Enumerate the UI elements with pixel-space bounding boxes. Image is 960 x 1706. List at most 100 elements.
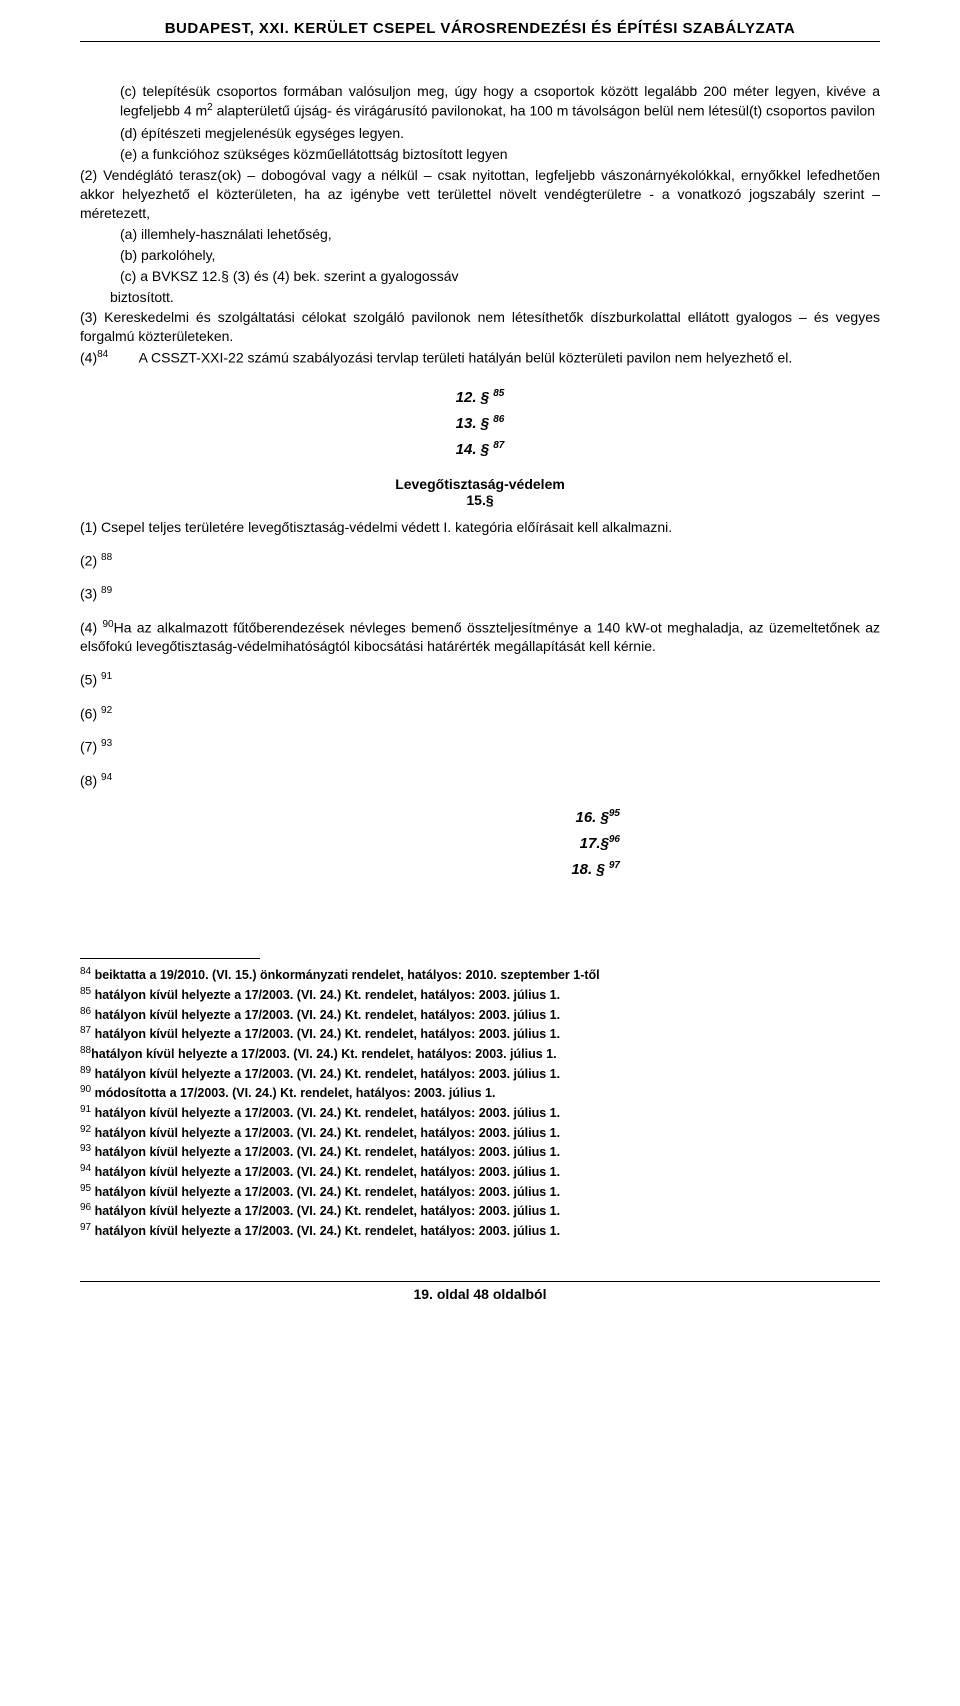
para-c-tail: alapterületű újság- és virágárusító pavi… xyxy=(213,103,875,119)
footnote-92: 92 hatályon kívül helyezte a 17/2003. (V… xyxy=(80,1123,880,1143)
para-4-tail: A CSSZT-XXI-22 számú szabályozási tervla… xyxy=(108,350,792,366)
section-13-label: 13. § xyxy=(456,415,489,432)
p15-7-sup: 93 xyxy=(101,738,112,749)
section-18-sup: 97 xyxy=(609,860,620,871)
section-15-num: 15.§ xyxy=(80,492,880,508)
page-header: BUDAPEST, XXI. KERÜLET CSEPEL VÁROSRENDE… xyxy=(80,20,880,42)
footnote-94: 94 hatályon kívül helyezte a 17/2003. (V… xyxy=(80,1162,880,1182)
paragraph-d: (d) építészeti megjelenésük egységes leg… xyxy=(80,124,880,143)
footnote-text: módosította a 17/2003. (VI. 24.) Kt. ren… xyxy=(91,1086,495,1100)
section-16-label: 16. § xyxy=(576,809,609,826)
footnote-num: 88 xyxy=(80,1045,91,1056)
footnote-89: 89 hatályon kívül helyezte a 17/2003. (V… xyxy=(80,1064,880,1084)
footnote-num: 91 xyxy=(80,1104,91,1115)
p15-8-sup: 94 xyxy=(101,772,112,783)
footnote-84: 84 beiktatta a 19/2010. (VI. 15.) önkorm… xyxy=(80,965,880,985)
footnote-text: hatályon kívül helyezte a 17/2003. (VI. … xyxy=(91,1106,560,1120)
section-12: 12. § 85 xyxy=(80,388,880,406)
footnote-87: 87 hatályon kívül helyezte a 17/2003. (V… xyxy=(80,1024,880,1044)
p15-8-label: (8) xyxy=(80,773,97,789)
section-16-sup: 95 xyxy=(609,808,620,819)
paragraph-2b: (b) parkolóhely, xyxy=(80,246,880,265)
footnotes: 84 beiktatta a 19/2010. (VI. 15.) önkorm… xyxy=(80,965,880,1240)
paragraph-c: (c) telepítésük csoportos formában valós… xyxy=(80,82,880,120)
paragraph-2-tail: biztosított. xyxy=(80,288,880,307)
section-14: 14. § 87 xyxy=(80,440,880,458)
para-4-lead: (4) xyxy=(80,350,97,366)
page-footer: 19. oldal 48 oldalból xyxy=(80,1281,880,1302)
footnote-text: hatályon kívül helyezte a 17/2003. (VI. … xyxy=(91,1008,560,1022)
footnote-num: 95 xyxy=(80,1183,91,1194)
paragraph-4: (4)84 A CSSZT-XXI-22 számú szabályozási … xyxy=(80,348,880,368)
footnote-text: beiktatta a 19/2010. (VI. 15.) önkormány… xyxy=(91,969,600,983)
p15-5-label: (5) xyxy=(80,672,97,688)
paragraph-15-5: (5) 91 xyxy=(80,670,880,690)
section-17-label: 17.§ xyxy=(580,835,609,852)
p15-2-label: (2) xyxy=(80,552,97,568)
section-17: 17.§96 xyxy=(80,834,880,852)
p15-4-lead: (4) xyxy=(80,619,102,635)
footnote-text: hatályon kívül helyezte a 17/2003. (VI. … xyxy=(91,1067,560,1081)
footnote-97: 97 hatályon kívül helyezte a 17/2003. (V… xyxy=(80,1221,880,1241)
footnote-num: 93 xyxy=(80,1143,91,1154)
para-4-sup: 84 xyxy=(97,349,108,360)
footnote-rule xyxy=(80,958,260,959)
section-18: 18. § 97 xyxy=(80,860,880,878)
footnote-num: 84 xyxy=(80,966,91,977)
paragraph-15-3: (3) 89 xyxy=(80,584,880,604)
p15-7-label: (7) xyxy=(80,739,97,755)
paragraph-15-2: (2) 88 xyxy=(80,551,880,571)
section-13-sup: 86 xyxy=(493,414,504,425)
footnote-text: hatályon kívül helyezte a 17/2003. (VI. … xyxy=(91,1028,560,1042)
footnote-90: 90 módosította a 17/2003. (VI. 24.) Kt. … xyxy=(80,1083,880,1103)
footnote-num: 96 xyxy=(80,1202,91,1213)
footnote-88: 88hatályon kívül helyezte a 17/2003. (VI… xyxy=(80,1044,880,1064)
p15-6-sup: 92 xyxy=(101,705,112,716)
footnote-num: 86 xyxy=(80,1006,91,1017)
footnote-85: 85 hatályon kívül helyezte a 17/2003. (V… xyxy=(80,985,880,1005)
paragraph-15-7: (7) 93 xyxy=(80,737,880,757)
paragraph-2a: (a) illemhely-használati lehetőség, xyxy=(80,225,880,244)
footnote-86: 86 hatályon kívül helyezte a 17/2003. (V… xyxy=(80,1005,880,1025)
section-17-sup: 96 xyxy=(609,834,620,845)
paragraph-15-8: (8) 94 xyxy=(80,771,880,791)
paragraph-2: (2) Vendéglátó terasz(ok) – dobogóval va… xyxy=(80,166,880,223)
section-16: 16. §95 xyxy=(80,808,880,826)
footnote-num: 89 xyxy=(80,1065,91,1076)
paragraph-15-6: (6) 92 xyxy=(80,704,880,724)
p15-4-tail: Ha az alkalmazott fűtőberendezések névle… xyxy=(80,619,880,654)
footnote-text: hatályon kívül helyezte a 17/2003. (VI. … xyxy=(91,1047,556,1061)
p15-3-label: (3) xyxy=(80,586,97,602)
p15-2-sup: 88 xyxy=(101,552,112,563)
section-18-label: 18. § xyxy=(571,861,604,878)
footnote-96: 96 hatályon kívül helyezte a 17/2003. (V… xyxy=(80,1201,880,1221)
footnote-num: 87 xyxy=(80,1025,91,1036)
paragraph-e: (e) a funkcióhoz szükséges közműellátott… xyxy=(80,145,880,164)
section-12-label: 12. § xyxy=(456,389,489,406)
footnote-text: hatályon kívül helyezte a 17/2003. (VI. … xyxy=(91,1126,560,1140)
footnote-num: 85 xyxy=(80,986,91,997)
p15-5-sup: 91 xyxy=(101,671,112,682)
p15-4-sup: 90 xyxy=(102,619,113,630)
paragraph-3: (3) Kereskedelmi és szolgáltatási céloka… xyxy=(80,308,880,346)
footnote-95: 95 hatályon kívül helyezte a 17/2003. (V… xyxy=(80,1182,880,1202)
footnote-num: 92 xyxy=(80,1124,91,1135)
page: BUDAPEST, XXI. KERÜLET CSEPEL VÁROSRENDE… xyxy=(0,0,960,1322)
section-14-label: 14. § xyxy=(456,441,489,458)
footnote-text: hatályon kívül helyezte a 17/2003. (VI. … xyxy=(91,1204,560,1218)
footnote-text: hatályon kívül helyezte a 17/2003. (VI. … xyxy=(91,1224,560,1238)
footnote-text: hatályon kívül helyezte a 17/2003. (VI. … xyxy=(91,1165,560,1179)
paragraph-15-4: (4) 90Ha az alkalmazott fűtőberendezések… xyxy=(80,618,880,656)
footnote-num: 90 xyxy=(80,1084,91,1095)
footnote-num: 94 xyxy=(80,1163,91,1174)
paragraph-15-1: (1) Csepel teljes területére levegőtiszt… xyxy=(80,518,880,537)
p15-3-sup: 89 xyxy=(101,585,112,596)
section-14-sup: 87 xyxy=(493,440,504,451)
footnote-text: hatályon kívül helyezte a 17/2003. (VI. … xyxy=(91,1145,560,1159)
footnote-text: hatályon kívül helyezte a 17/2003. (VI. … xyxy=(91,988,560,1002)
footnote-93: 93 hatályon kívül helyezte a 17/2003. (V… xyxy=(80,1142,880,1162)
p15-6-label: (6) xyxy=(80,705,97,721)
paragraph-2c: (c) a BVKSZ 12.§ (3) és (4) bek. szerint… xyxy=(80,267,880,286)
section-13: 13. § 86 xyxy=(80,414,880,432)
footnote-91: 91 hatályon kívül helyezte a 17/2003. (V… xyxy=(80,1103,880,1123)
